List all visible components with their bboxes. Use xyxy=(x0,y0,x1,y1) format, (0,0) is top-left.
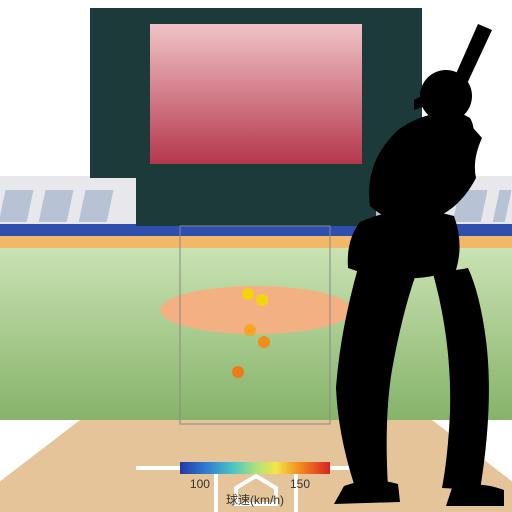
legend-tick: 150 xyxy=(290,477,310,491)
pitchers-mound xyxy=(160,286,352,334)
pitch-point xyxy=(258,336,270,348)
pitch-location-figure: 100 150 球速(km/h) xyxy=(0,0,512,512)
legend-tick: 100 xyxy=(190,477,210,491)
pitch-point xyxy=(256,294,268,306)
legend-label: 球速(km/h) xyxy=(226,493,284,507)
pitch-point xyxy=(232,366,244,378)
figure-svg: 100 150 球速(km/h) xyxy=(0,0,512,512)
pitch-point xyxy=(244,324,256,336)
pitch-point xyxy=(242,288,254,300)
